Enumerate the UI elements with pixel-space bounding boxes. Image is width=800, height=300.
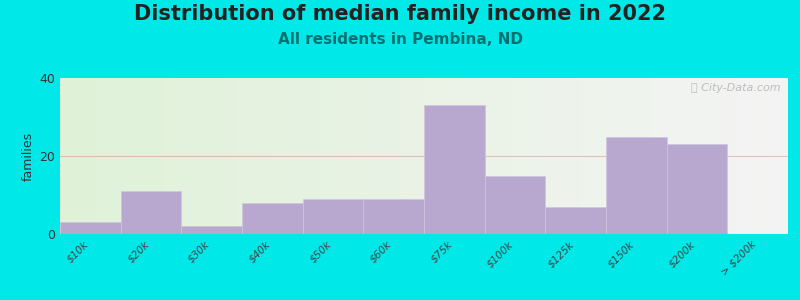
Text: ⓘ City-Data.com: ⓘ City-Data.com	[691, 83, 781, 93]
Y-axis label: families: families	[22, 131, 35, 181]
Bar	[60, 222, 121, 234]
Bar	[363, 199, 424, 234]
Bar	[485, 176, 546, 234]
Bar	[242, 203, 302, 234]
Text: Distribution of median family income in 2022: Distribution of median family income in …	[134, 4, 666, 25]
Bar	[182, 226, 242, 234]
Bar	[424, 105, 485, 234]
Bar	[121, 191, 182, 234]
Text: All residents in Pembina, ND: All residents in Pembina, ND	[278, 32, 522, 46]
Bar	[606, 136, 666, 234]
Bar	[546, 207, 606, 234]
Bar	[302, 199, 363, 234]
Bar	[666, 144, 727, 234]
